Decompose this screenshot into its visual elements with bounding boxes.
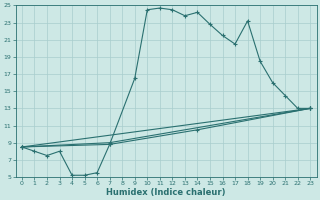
X-axis label: Humidex (Indice chaleur): Humidex (Indice chaleur)	[106, 188, 226, 197]
